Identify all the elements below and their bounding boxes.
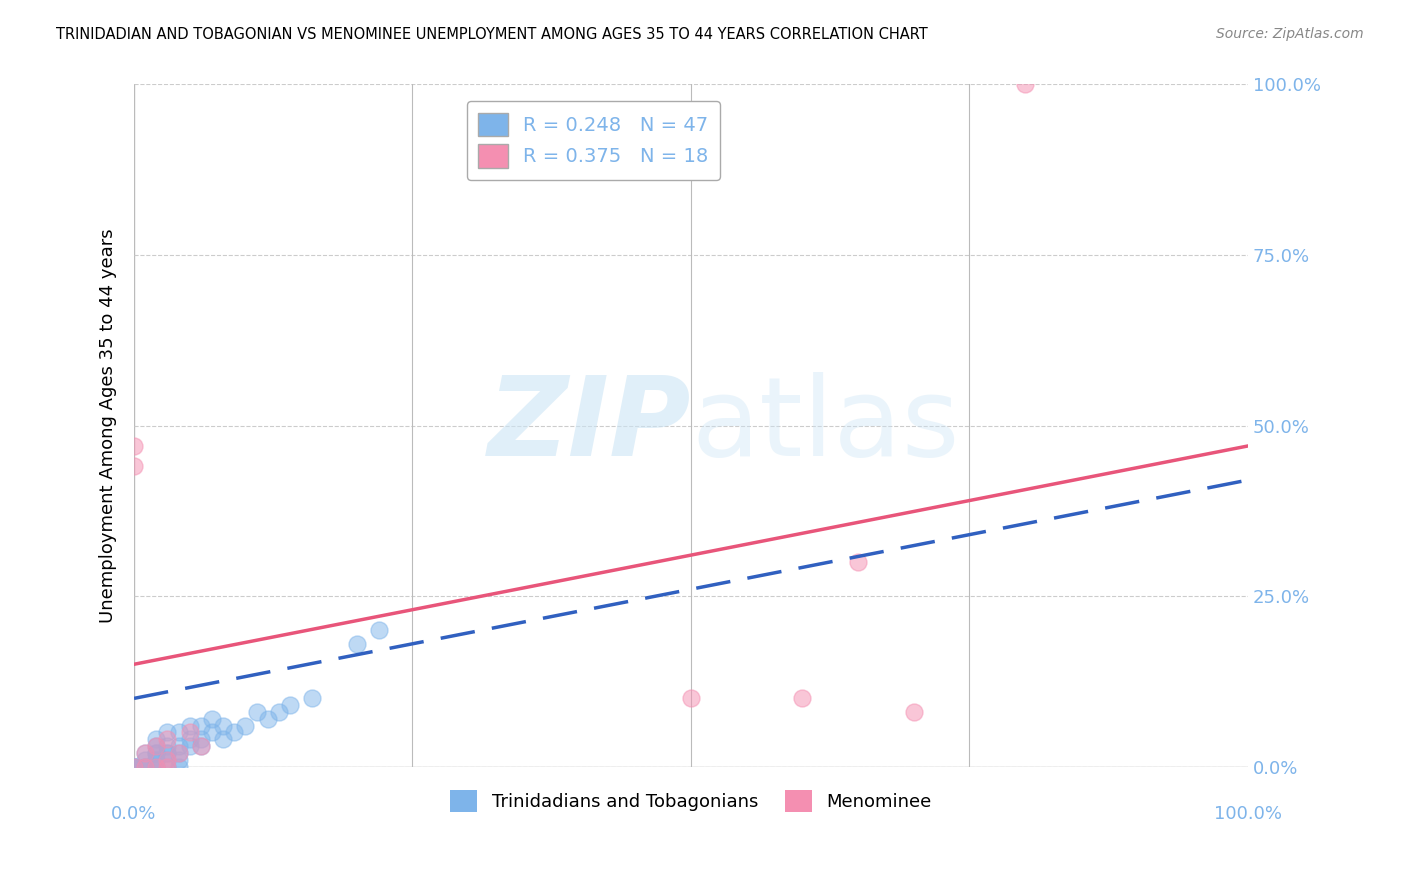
- Point: [235, 719, 257, 733]
- Point: [145, 753, 167, 767]
- Point: [278, 698, 301, 713]
- Point: [245, 705, 267, 719]
- Point: [156, 759, 179, 773]
- Text: Source: ZipAtlas.com: Source: ZipAtlas.com: [1216, 27, 1364, 41]
- Point: [145, 739, 167, 753]
- Point: [346, 637, 368, 651]
- Point: [156, 753, 179, 767]
- Point: [903, 705, 925, 719]
- Point: [122, 759, 145, 773]
- Text: 100.0%: 100.0%: [1213, 805, 1282, 823]
- Text: TRINIDADIAN AND TOBAGONIAN VS MENOMINEE UNEMPLOYMENT AMONG AGES 35 TO 44 YEARS C: TRINIDADIAN AND TOBAGONIAN VS MENOMINEE …: [56, 27, 928, 42]
- Point: [190, 739, 212, 753]
- Point: [201, 712, 224, 726]
- Point: [156, 732, 179, 747]
- Point: [167, 739, 190, 753]
- Point: [134, 746, 156, 760]
- Point: [167, 746, 190, 760]
- Text: atlas: atlas: [690, 372, 959, 479]
- Point: [122, 759, 145, 773]
- Point: [134, 759, 156, 773]
- Point: [134, 759, 156, 773]
- Point: [301, 691, 323, 706]
- Point: [256, 712, 278, 726]
- Point: [134, 753, 156, 767]
- Point: [134, 759, 156, 773]
- Point: [368, 623, 391, 637]
- Point: [190, 739, 212, 753]
- Point: [179, 732, 201, 747]
- Point: [145, 753, 167, 767]
- Point: [145, 759, 167, 773]
- Point: [190, 719, 212, 733]
- Point: [145, 746, 167, 760]
- Point: [122, 459, 145, 474]
- Point: [156, 759, 179, 773]
- Text: ZIP: ZIP: [488, 372, 690, 479]
- Point: [179, 739, 201, 753]
- Point: [167, 753, 190, 767]
- Point: [156, 739, 179, 753]
- Point: [145, 759, 167, 773]
- Point: [145, 746, 167, 760]
- Point: [792, 691, 814, 706]
- Point: [156, 746, 179, 760]
- Point: [167, 759, 190, 773]
- Text: 0.0%: 0.0%: [111, 805, 156, 823]
- Point: [212, 719, 235, 733]
- Point: [846, 555, 869, 569]
- Point: [267, 705, 290, 719]
- Point: [167, 725, 190, 739]
- Point: [134, 746, 156, 760]
- Point: [190, 732, 212, 747]
- Point: [145, 759, 167, 773]
- Point: [179, 719, 201, 733]
- Point: [156, 753, 179, 767]
- Point: [122, 759, 145, 773]
- Point: [145, 732, 167, 747]
- Point: [179, 725, 201, 739]
- Point: [212, 732, 235, 747]
- Point: [122, 439, 145, 453]
- Point: [122, 759, 145, 773]
- Point: [156, 725, 179, 739]
- Point: [145, 739, 167, 753]
- Point: [1014, 78, 1036, 92]
- Point: [201, 725, 224, 739]
- Point: [167, 746, 190, 760]
- Point: [679, 691, 702, 706]
- Y-axis label: Unemployment Among Ages 35 to 44 years: Unemployment Among Ages 35 to 44 years: [100, 228, 117, 623]
- Point: [122, 759, 145, 773]
- Point: [134, 759, 156, 773]
- Legend: Trinidadians and Tobagonians, Menominee: Trinidadians and Tobagonians, Menominee: [443, 782, 939, 819]
- Point: [224, 725, 246, 739]
- Point: [156, 746, 179, 760]
